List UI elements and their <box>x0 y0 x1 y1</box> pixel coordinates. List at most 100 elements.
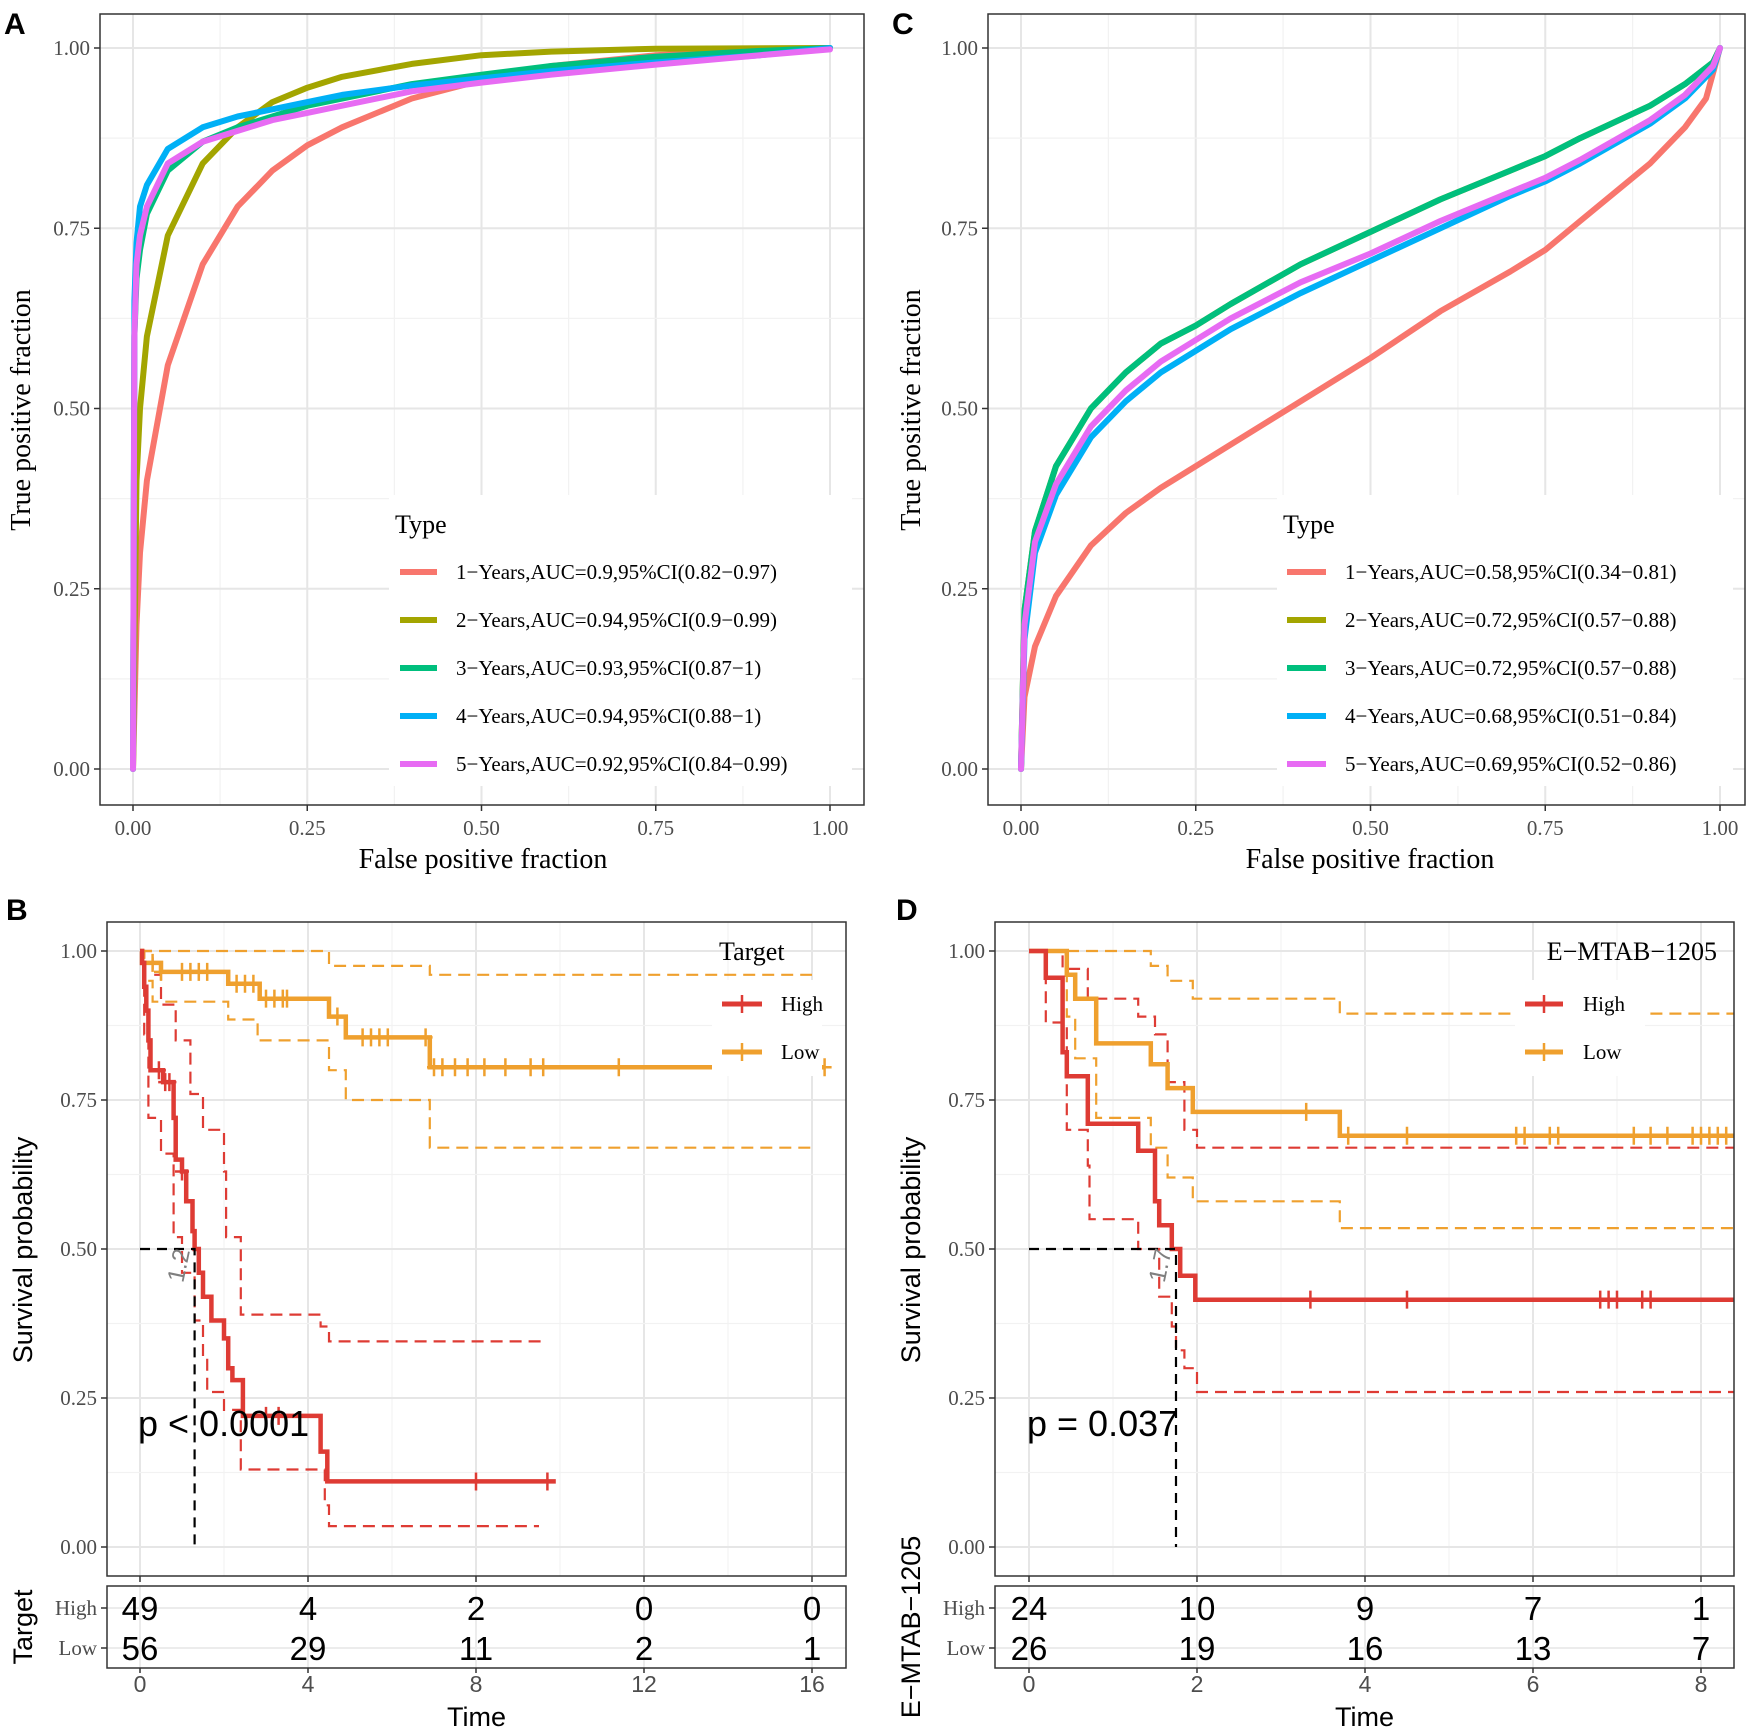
x-axis-title: Time <box>447 1702 506 1729</box>
panel-label: A <box>4 8 26 41</box>
y-tick-label: 0.00 <box>53 757 90 781</box>
legend-label: 3−Years,AUC=0.93,95%CI(0.87−1) <box>456 656 761 680</box>
risk-table-title: E−MTAB−1205 <box>896 1536 926 1719</box>
y-tick-label: 0.00 <box>60 1535 97 1559</box>
plot-border <box>106 921 847 1577</box>
y-tick-label: 0.00 <box>948 1535 985 1559</box>
x-axis-title: False positive fraction <box>359 844 608 875</box>
legend-title: E−MTAB−1205 <box>1547 937 1717 966</box>
y-tick-label: 1.00 <box>948 939 985 963</box>
p-value: p = 0.037 <box>1027 1403 1178 1444</box>
km-curve-high <box>1029 948 1734 1302</box>
legend: Target High Low <box>712 937 824 1076</box>
ci-upper-low <box>140 949 812 976</box>
risk-count: 16 <box>1347 1630 1384 1667</box>
y-tick-label: 0.00 <box>941 757 978 781</box>
legend: Type 1−Years,AUC=0.9,95%CI(0.82−0.97) 2−Ye… <box>389 495 852 786</box>
censor-mark <box>145 953 160 972</box>
risk-count: 9 <box>1356 1590 1374 1627</box>
x-tick-label: 0.50 <box>463 816 500 840</box>
x-tick-label: 8 <box>470 1671 483 1697</box>
censor-mark <box>246 974 261 993</box>
risk-count: 7 <box>1692 1630 1710 1667</box>
legend-label: 4−Years,AUC=0.68,95%CI(0.51−0.84) <box>1345 704 1676 728</box>
ci-upper-low <box>1029 949 1734 1015</box>
risk-table-title: Target <box>8 1589 38 1665</box>
x-tick-label: 0.25 <box>1177 816 1214 840</box>
p-value: p < 0.0001 <box>138 1403 309 1444</box>
x-tick-label: 0.75 <box>637 816 674 840</box>
censor-mark <box>1400 1290 1414 1309</box>
x-tick-label: 4 <box>1359 1671 1372 1697</box>
x-tick-label: 0.00 <box>115 816 152 840</box>
panel-label: B <box>6 894 28 927</box>
x-tick-label: 0.00 <box>1003 816 1040 840</box>
y-tick-label: 0.75 <box>53 216 90 240</box>
censor-mark <box>460 1058 475 1077</box>
censor-mark <box>1660 1126 1675 1145</box>
censor-mark <box>523 1058 538 1077</box>
censor-mark <box>151 1061 166 1080</box>
legend-label: High <box>781 992 824 1016</box>
x-tick-label: 16 <box>799 1671 825 1697</box>
legend-title: Type <box>1283 510 1335 539</box>
risk-count: 1 <box>803 1630 821 1667</box>
censor-mark <box>1400 1126 1414 1145</box>
x-tick-label: 0.25 <box>289 816 326 840</box>
risk-count: 24 <box>1011 1590 1048 1627</box>
legend: E−MTAB−1205 High Low <box>1515 937 1717 1076</box>
y-tick-label: 0.75 <box>60 1088 97 1112</box>
x-tick-label: 0 <box>1023 1671 1036 1697</box>
y-axis-title: Survival probability <box>8 1136 38 1363</box>
censor-mark <box>611 1058 626 1077</box>
ci-lower-low <box>140 949 812 1149</box>
roc-curve-4-years <box>1018 45 1723 772</box>
y-tick-label: 0.50 <box>948 1237 985 1261</box>
y-tick-label: 1.00 <box>53 36 90 60</box>
panel-label: D <box>896 894 918 927</box>
roc-curve-2-years <box>130 45 833 772</box>
legend-label: 4−Years,AUC=0.94,95%CI(0.88−1) <box>456 704 761 728</box>
risk-count: 26 <box>1011 1630 1048 1667</box>
panel-d: D0.000.250.500.751.001.7p = 0.037E−MTAB−… <box>896 894 1735 1729</box>
legend-label: High <box>1583 992 1626 1016</box>
y-tick-label: 0.50 <box>60 1237 97 1261</box>
censor-mark <box>259 1406 273 1425</box>
median-survival-line <box>1029 1247 1178 1547</box>
censor-mark <box>1341 1126 1356 1145</box>
median-survival-line <box>140 1247 196 1547</box>
km-curves <box>1029 948 1734 1394</box>
legend-label: 1−Years,AUC=0.9,95%CI(0.82−0.97) <box>456 560 777 584</box>
censor-mark <box>498 1058 513 1077</box>
legend-label: Low <box>781 1040 820 1064</box>
ci-lower-high <box>140 949 539 1528</box>
panel-b: B0.000.250.500.751.001.2p < 0.0001Target… <box>6 894 847 1729</box>
censor-mark <box>536 1058 551 1077</box>
risk-count: 10 <box>1179 1590 1216 1627</box>
y-tick-label: 1.00 <box>941 36 978 60</box>
y-tick-label: 0.25 <box>60 1386 97 1410</box>
x-tick-label: 1.00 <box>812 816 849 840</box>
x-tick-label: 1.00 <box>1702 816 1739 840</box>
censor-mark <box>435 1058 450 1077</box>
x-tick-label: 4 <box>302 1671 315 1697</box>
legend-background <box>1515 980 1645 1076</box>
censor-mark <box>1643 1290 1658 1309</box>
ci-upper-high <box>140 949 548 1343</box>
censor-mark <box>154 962 168 981</box>
legend-background <box>712 980 822 1076</box>
y-tick-label: 0.25 <box>53 577 90 601</box>
plot-border <box>987 13 1746 806</box>
censor-mark <box>380 1028 395 1047</box>
legend-label: 5−Years,AUC=0.92,95%CI(0.84−0.99) <box>456 752 787 776</box>
risk-count: 11 <box>459 1630 493 1667</box>
y-tick-label: 0.50 <box>53 397 90 421</box>
y-axis-title: True positive fraction <box>6 289 37 531</box>
risk-count: 1 <box>1692 1590 1710 1627</box>
legend-label: 1−Years,AUC=0.58,95%CI(0.34−0.81) <box>1345 560 1676 584</box>
censor-mark <box>330 1007 345 1026</box>
risk-count: 0 <box>635 1590 653 1627</box>
censor-mark <box>280 989 294 1008</box>
censor-mark <box>1299 1102 1314 1121</box>
